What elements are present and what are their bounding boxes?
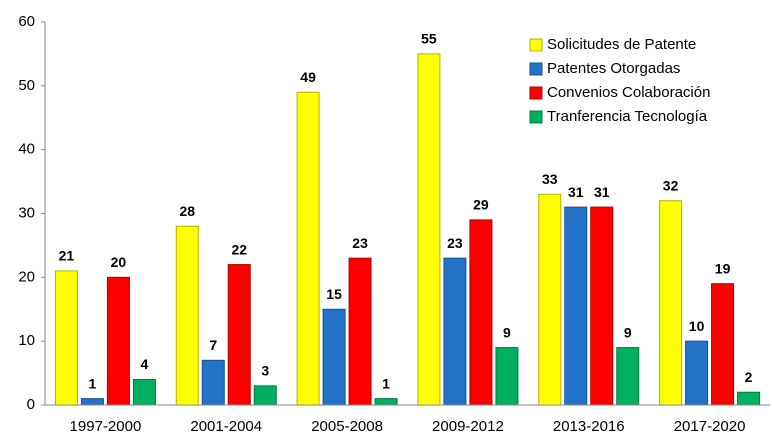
data-label: 2 — [745, 369, 753, 385]
bar — [590, 206, 614, 406]
bar — [495, 347, 519, 406]
x-tick-label: 2013-2016 — [553, 418, 625, 435]
bar — [175, 225, 199, 406]
bar — [538, 193, 562, 406]
data-label: 31 — [568, 184, 584, 200]
data-label: 28 — [179, 203, 195, 219]
bar — [374, 398, 398, 406]
bar — [227, 264, 251, 406]
bar — [322, 308, 346, 406]
bar — [564, 206, 588, 406]
bar — [685, 340, 709, 406]
data-label: 23 — [447, 235, 463, 251]
bar — [201, 359, 225, 406]
data-label: 19 — [715, 260, 731, 276]
data-label: 10 — [689, 318, 705, 334]
data-label: 15 — [326, 286, 342, 302]
y-tick-label: 20 — [18, 268, 35, 285]
legend-swatch — [529, 86, 543, 100]
bar — [417, 53, 441, 406]
legend-swatch — [529, 110, 543, 124]
bar — [659, 200, 683, 406]
data-label: 20 — [111, 254, 127, 270]
bar — [469, 219, 493, 406]
legend-label: Convenios Colaboración — [547, 84, 710, 101]
y-tick-label: 30 — [18, 204, 35, 221]
x-tick-label: 2017-2020 — [674, 418, 746, 435]
data-label: 1 — [89, 375, 97, 391]
data-label: 49 — [300, 69, 316, 85]
bar — [443, 257, 467, 406]
bar — [54, 270, 78, 406]
data-label: 23 — [352, 235, 368, 251]
data-label: 32 — [663, 177, 679, 193]
bar — [348, 257, 372, 406]
bar — [132, 378, 156, 406]
x-tick-label: 2001-2004 — [190, 418, 262, 435]
legend-label: Tranferencia Tecnología — [547, 108, 708, 125]
y-tick-label: 10 — [18, 332, 35, 349]
legend-swatch — [529, 62, 543, 76]
y-tick-label: 0 — [27, 396, 35, 413]
data-label: 9 — [624, 324, 632, 340]
bar — [80, 398, 104, 406]
data-label: 31 — [594, 184, 610, 200]
data-label: 55 — [421, 31, 437, 47]
legend-label: Patentes Otorgadas — [547, 60, 680, 77]
data-label: 33 — [542, 171, 558, 187]
bar — [711, 283, 735, 406]
data-label: 22 — [231, 241, 247, 257]
data-label: 7 — [209, 337, 217, 353]
data-label: 1 — [382, 375, 390, 391]
y-tick-label: 50 — [18, 77, 35, 94]
data-label: 29 — [473, 197, 489, 213]
bar — [616, 347, 640, 406]
x-tick-label: 1997-2000 — [70, 418, 142, 435]
data-label: 9 — [503, 324, 511, 340]
data-label: 21 — [59, 248, 75, 264]
data-label: 4 — [141, 356, 149, 372]
legend-swatch — [529, 38, 543, 52]
legend-label: Solicitudes de Patente — [547, 36, 696, 53]
x-tick-label: 2009-2012 — [432, 418, 504, 435]
bar — [296, 91, 320, 406]
data-label: 3 — [261, 363, 269, 379]
bar — [737, 391, 761, 406]
y-tick-label: 40 — [18, 141, 35, 158]
x-tick-label: 2005-2008 — [311, 418, 383, 435]
y-tick-label: 60 — [18, 13, 35, 30]
bar — [253, 385, 277, 406]
bar — [106, 276, 130, 406]
